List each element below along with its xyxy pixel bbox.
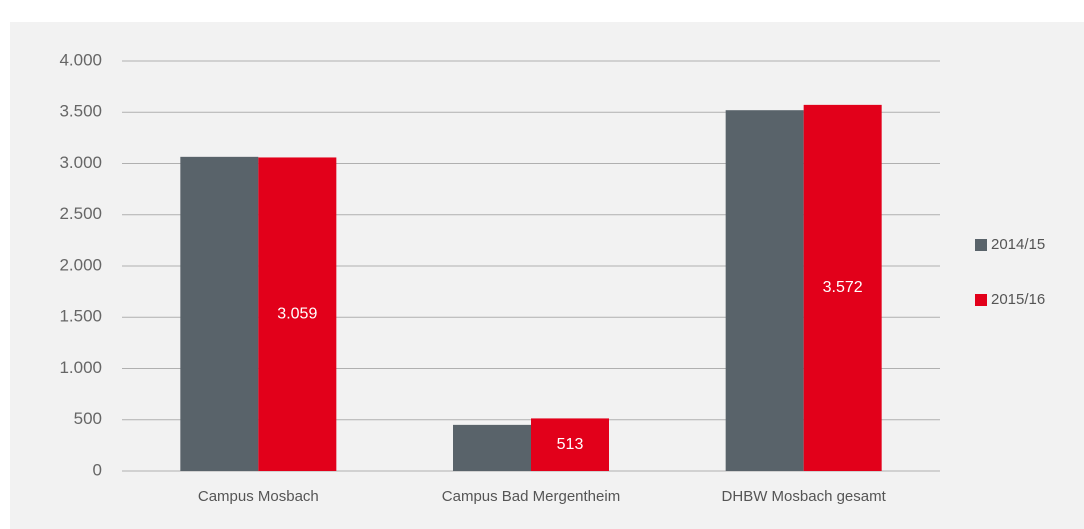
- legend-label: 2014/15: [991, 236, 1045, 253]
- bar: [258, 157, 337, 471]
- y-tick-label: 1.500: [59, 307, 102, 326]
- bar: [803, 104, 882, 472]
- y-tick-label: 3.500: [59, 102, 102, 121]
- value-label: 3.572: [823, 279, 863, 296]
- value-label: 513: [557, 436, 584, 453]
- y-tick-label: 4.000: [59, 50, 102, 69]
- bar: [725, 110, 804, 471]
- x-tick-label: Campus Bad Mergentheim: [442, 488, 620, 505]
- y-tick-label: 0: [93, 460, 102, 479]
- value-label: 3.059: [277, 305, 317, 322]
- legend-swatch: [975, 239, 987, 251]
- bar: [180, 156, 259, 471]
- y-tick-label: 2.500: [59, 204, 102, 223]
- y-tick-label: 500: [74, 409, 102, 428]
- legend-label: 2015/16: [991, 291, 1045, 308]
- y-tick-label: 1.000: [59, 358, 102, 377]
- legend-swatch: [975, 294, 987, 306]
- y-tick-label: 2.000: [59, 255, 102, 274]
- bar: [531, 418, 609, 471]
- bar: [453, 424, 531, 471]
- x-tick-label: Campus Mosbach: [198, 488, 319, 505]
- y-tick-label: 3.000: [59, 153, 102, 172]
- x-tick-label: DHBW Mosbach gesamt: [722, 488, 887, 505]
